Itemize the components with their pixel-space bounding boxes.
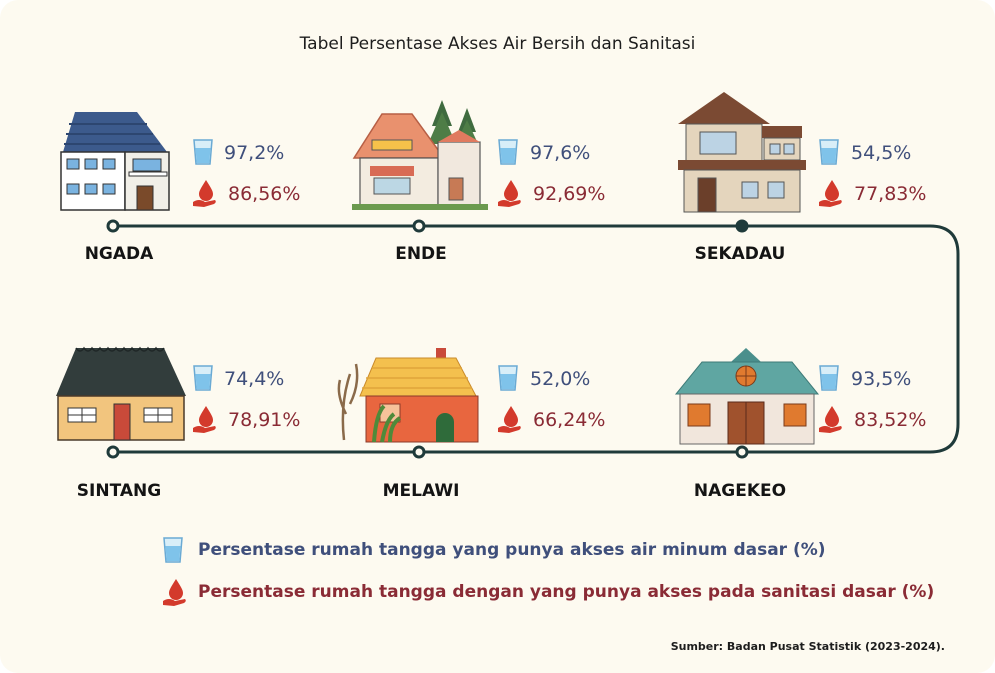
ngada-water-value: 97,2% xyxy=(224,142,285,164)
source-note: Sumber: Badan Pusat Statistik (2023-2024… xyxy=(670,640,945,653)
region-name-ngada: NGADA xyxy=(84,244,154,264)
water-drop-hand-icon xyxy=(819,180,842,207)
sekadau-sanitation-value: 77,83% xyxy=(854,183,927,205)
route-node xyxy=(412,445,426,459)
water-glass-icon xyxy=(819,365,839,391)
legend-sanitation: Persentase rumah tangga dengan yang puny… xyxy=(162,577,934,607)
region-name-ende: ENDE xyxy=(395,244,447,264)
house-sekadau-illustration xyxy=(678,92,806,213)
water-drop-hand-icon xyxy=(498,180,521,207)
route-node xyxy=(735,219,749,233)
water-glass-icon xyxy=(498,365,518,391)
nagekeo-sanitation-value: 83,52% xyxy=(854,409,927,431)
water-drop-hand-icon xyxy=(193,406,216,433)
route-node xyxy=(106,219,120,233)
route-node xyxy=(735,445,749,459)
region-name-sekadau: SEKADAU xyxy=(694,244,786,264)
water-drop-hand-icon xyxy=(498,406,521,433)
sekadau-water-value: 54,5% xyxy=(851,142,912,164)
route-node xyxy=(412,219,426,233)
water-glass-icon xyxy=(498,139,518,165)
water-drop-hand-icon xyxy=(193,180,216,207)
melawi-water-value: 52,0% xyxy=(530,368,591,390)
house-nagekeo-illustration xyxy=(674,348,820,445)
nagekeo-water-value: 93,5% xyxy=(851,368,912,390)
house-sintang-illustration xyxy=(56,346,186,441)
ngada-sanitation-value: 86,56% xyxy=(228,183,301,205)
melawi-sanitation-value: 66,24% xyxy=(533,409,606,431)
region-name-melawi: MELAWI xyxy=(382,481,460,501)
house-melawi-illustration xyxy=(337,348,479,443)
region-name-sintang: SINTANG xyxy=(76,481,162,501)
water-glass-icon xyxy=(193,365,213,391)
region-name-nagekeo: NAGEKEO xyxy=(693,481,787,501)
water-glass-icon xyxy=(163,537,183,563)
house-ngada-illustration xyxy=(60,112,170,211)
sintang-water-value: 74,4% xyxy=(224,368,285,390)
ende-sanitation-value: 92,69% xyxy=(533,183,606,205)
page-title: Tabel Persentase Akses Air Bersih dan Sa… xyxy=(299,34,696,54)
house-ende-illustration xyxy=(352,100,488,210)
legend-sanitation-label: Persentase rumah tangga dengan yang puny… xyxy=(198,582,935,602)
water-drop-hand-icon xyxy=(819,406,842,433)
sintang-sanitation-value: 78,91% xyxy=(228,409,301,431)
water-drop-hand-icon xyxy=(163,579,186,606)
water-glass-icon xyxy=(819,139,839,165)
route-node xyxy=(106,445,120,459)
legend-water: Persentase rumah tangga yang punya akses… xyxy=(162,536,826,564)
water-glass-icon xyxy=(193,139,213,165)
ende-water-value: 97,6% xyxy=(530,142,591,164)
legend-water-label: Persentase rumah tangga yang punya akses… xyxy=(198,540,826,560)
